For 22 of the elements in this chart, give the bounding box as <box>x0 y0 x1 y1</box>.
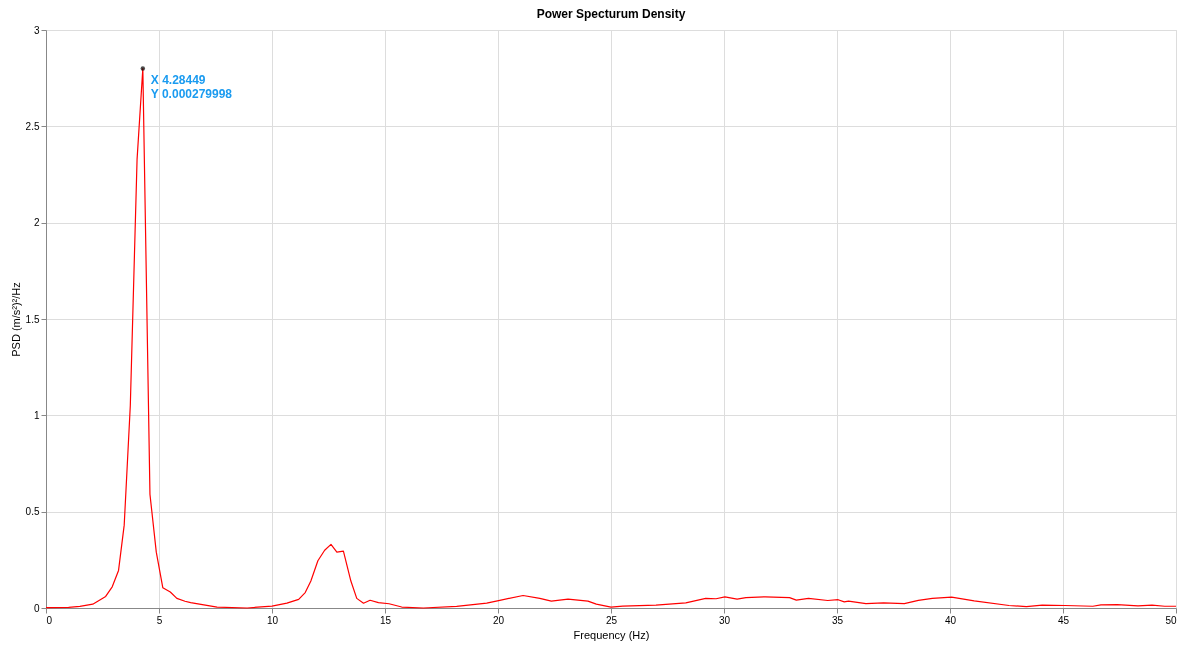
x-tick-label: 45 <box>1057 614 1070 626</box>
y-tick-label: 0.5 <box>25 506 40 518</box>
x-tick-label: 30 <box>718 614 731 626</box>
y-tick-label: 2.5 <box>25 120 40 132</box>
x-tick-label: 0 <box>46 614 53 626</box>
x-axis-title: Frequency (Hz) <box>573 628 650 641</box>
x-tick-label: 35 <box>831 614 844 626</box>
chart-title: Power Specturum Density <box>536 7 686 21</box>
annotation: X 4.28449 Y 0.000279998 <box>150 72 233 101</box>
y-tick-label: 2 <box>33 217 40 229</box>
y-tick-label: 3 <box>33 24 40 36</box>
x-tick-label: 40 <box>944 614 957 626</box>
y-tick-label: 0 <box>33 602 40 614</box>
y-tick-label: 1 <box>33 409 40 421</box>
x-tick-label: 25 <box>605 614 618 626</box>
x-tick-label: 50 <box>1165 614 1177 626</box>
y-axis-title: PSD (m/s²)²/Hz <box>9 282 22 357</box>
x-tick-label: 20 <box>492 614 505 626</box>
x-tick-label: 5 <box>156 614 163 626</box>
x-tick-label: 15 <box>379 614 392 626</box>
y-tick-label: 1.5 <box>25 313 40 325</box>
x-tick-label: 10 <box>266 614 279 626</box>
